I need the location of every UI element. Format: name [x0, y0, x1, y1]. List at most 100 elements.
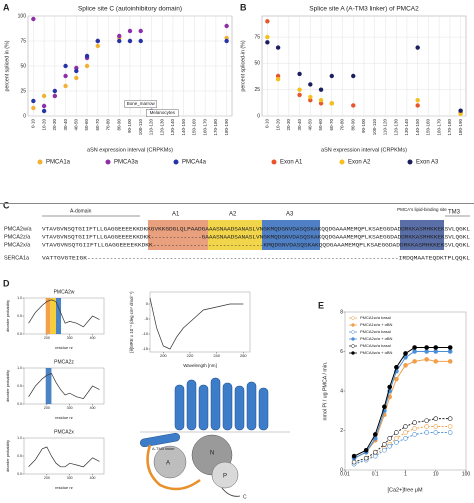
plot-area [344, 311, 467, 471]
marker [412, 359, 417, 364]
point [117, 33, 122, 39]
legend-label: PMCA1w/a basal [360, 315, 391, 320]
point [318, 98, 324, 103]
sequence-name: PMCA2w/a [4, 226, 32, 232]
region-label: A3 [286, 212, 294, 218]
x-tick-label: 120-130 [159, 119, 164, 136]
separator [0, 203, 474, 204]
x-tick-label: 70-80 [106, 119, 111, 131]
x-tick-label: 0.1 [372, 471, 379, 477]
point [63, 83, 68, 89]
line [28, 299, 100, 328]
x-tick-label: 70-80 [340, 119, 345, 131]
marker [424, 418, 429, 423]
highlight-band [45, 298, 51, 334]
y-axis-label: disorder probability [6, 300, 10, 332]
point [297, 92, 302, 98]
legend-label: Exon A1 [280, 160, 303, 166]
x-tick-label: 100-110 [372, 119, 377, 136]
point [297, 71, 302, 77]
panel-label: E [318, 300, 324, 310]
y-tick-label: 1.0 [17, 436, 22, 440]
point [265, 19, 270, 24]
marker [351, 459, 357, 465]
x-tick-label: 180-190 [458, 119, 463, 136]
y-tick-label: 0.0 [17, 332, 22, 336]
marker [372, 449, 378, 455]
x-tick-label: 0-10 [31, 119, 36, 129]
chart-title: Splice site C (autoinhibitory domain) [78, 6, 182, 13]
legend-swatch [173, 159, 179, 165]
x-tick-label: 60-70 [95, 119, 100, 131]
x-tick-label: 20-30 [286, 119, 291, 131]
line [28, 372, 100, 399]
marker [412, 432, 417, 437]
annotation-box [146, 109, 179, 117]
marker [363, 455, 369, 461]
x-tick-label: 200 [160, 353, 167, 358]
marker [412, 345, 417, 350]
panel-label: C [3, 200, 10, 210]
x-tick-label: 170-180 [213, 119, 218, 136]
marker [394, 440, 399, 445]
region-label: A1 [172, 212, 180, 218]
x-tick-label: 400 [90, 336, 96, 340]
x-tick-label: 140-150 [415, 119, 420, 136]
legend-swatch [351, 337, 355, 341]
marker [394, 436, 399, 441]
panel-label: B [240, 2, 247, 12]
marker [424, 345, 429, 350]
legend-swatch [271, 159, 277, 165]
x-tick-label: 20-30 [52, 119, 57, 131]
region-label: TM3 [448, 210, 461, 216]
point [351, 73, 356, 79]
x-axis-label: residue nr [55, 345, 73, 350]
point [52, 93, 58, 99]
point [351, 103, 356, 108]
y-tick-label: 0.5 [17, 314, 22, 318]
legend-label: Exon A3 [416, 160, 439, 166]
x-tick-label: 130-140 [170, 119, 175, 136]
point [138, 28, 143, 34]
x-tick-label: 50-60 [84, 119, 89, 131]
marker [394, 364, 399, 370]
legend-swatch [351, 344, 355, 348]
marker [433, 430, 439, 435]
legend-swatch [37, 159, 43, 165]
sequence: VTAVGVNSQTGIIFTLLGAGGEEEEKKDKK----------… [42, 242, 470, 248]
y-tick-label: 25 [20, 88, 26, 94]
marker [433, 359, 439, 364]
marker [447, 345, 453, 350]
point [84, 63, 90, 69]
legend-swatch [105, 159, 111, 165]
linker-label: A-TM3 linker [152, 446, 175, 451]
marker [382, 404, 387, 410]
point [308, 82, 313, 87]
x-tick-label: 1 [404, 471, 407, 477]
point [74, 75, 79, 81]
y-tick-label: 0 [257, 113, 260, 119]
y-tick-label: 100 [18, 13, 27, 19]
x-tick-label: 260 [240, 353, 247, 358]
x-tick-label: 300 [67, 476, 73, 480]
chart: 0 25 50 75 0-10 10-20 20-30 30-40 40-50 50-60 60-7… [240, 6, 467, 166]
x-axis-label: Wavelength [nm] [183, 363, 217, 368]
y-tick-label: 50 [20, 63, 26, 69]
marker [412, 349, 417, 354]
point [308, 94, 313, 100]
region-label: PMCA's lipid-binding site [397, 207, 447, 212]
marker [387, 443, 392, 449]
point [318, 101, 324, 106]
chart-title: PMCA2x [54, 429, 74, 435]
legend-swatch [351, 330, 355, 334]
annotation: Melanocytes [150, 110, 176, 115]
point [52, 88, 58, 94]
point [297, 87, 302, 92]
y-axis-label: disorder probability [6, 440, 10, 472]
x-axis-label: aSN expression interval (CRPKMs) [87, 147, 173, 153]
marker [382, 442, 387, 447]
line [353, 418, 451, 463]
x-tick-label: 120-130 [393, 119, 398, 136]
marker [424, 349, 429, 354]
y-tick-label: 50 [254, 61, 260, 67]
